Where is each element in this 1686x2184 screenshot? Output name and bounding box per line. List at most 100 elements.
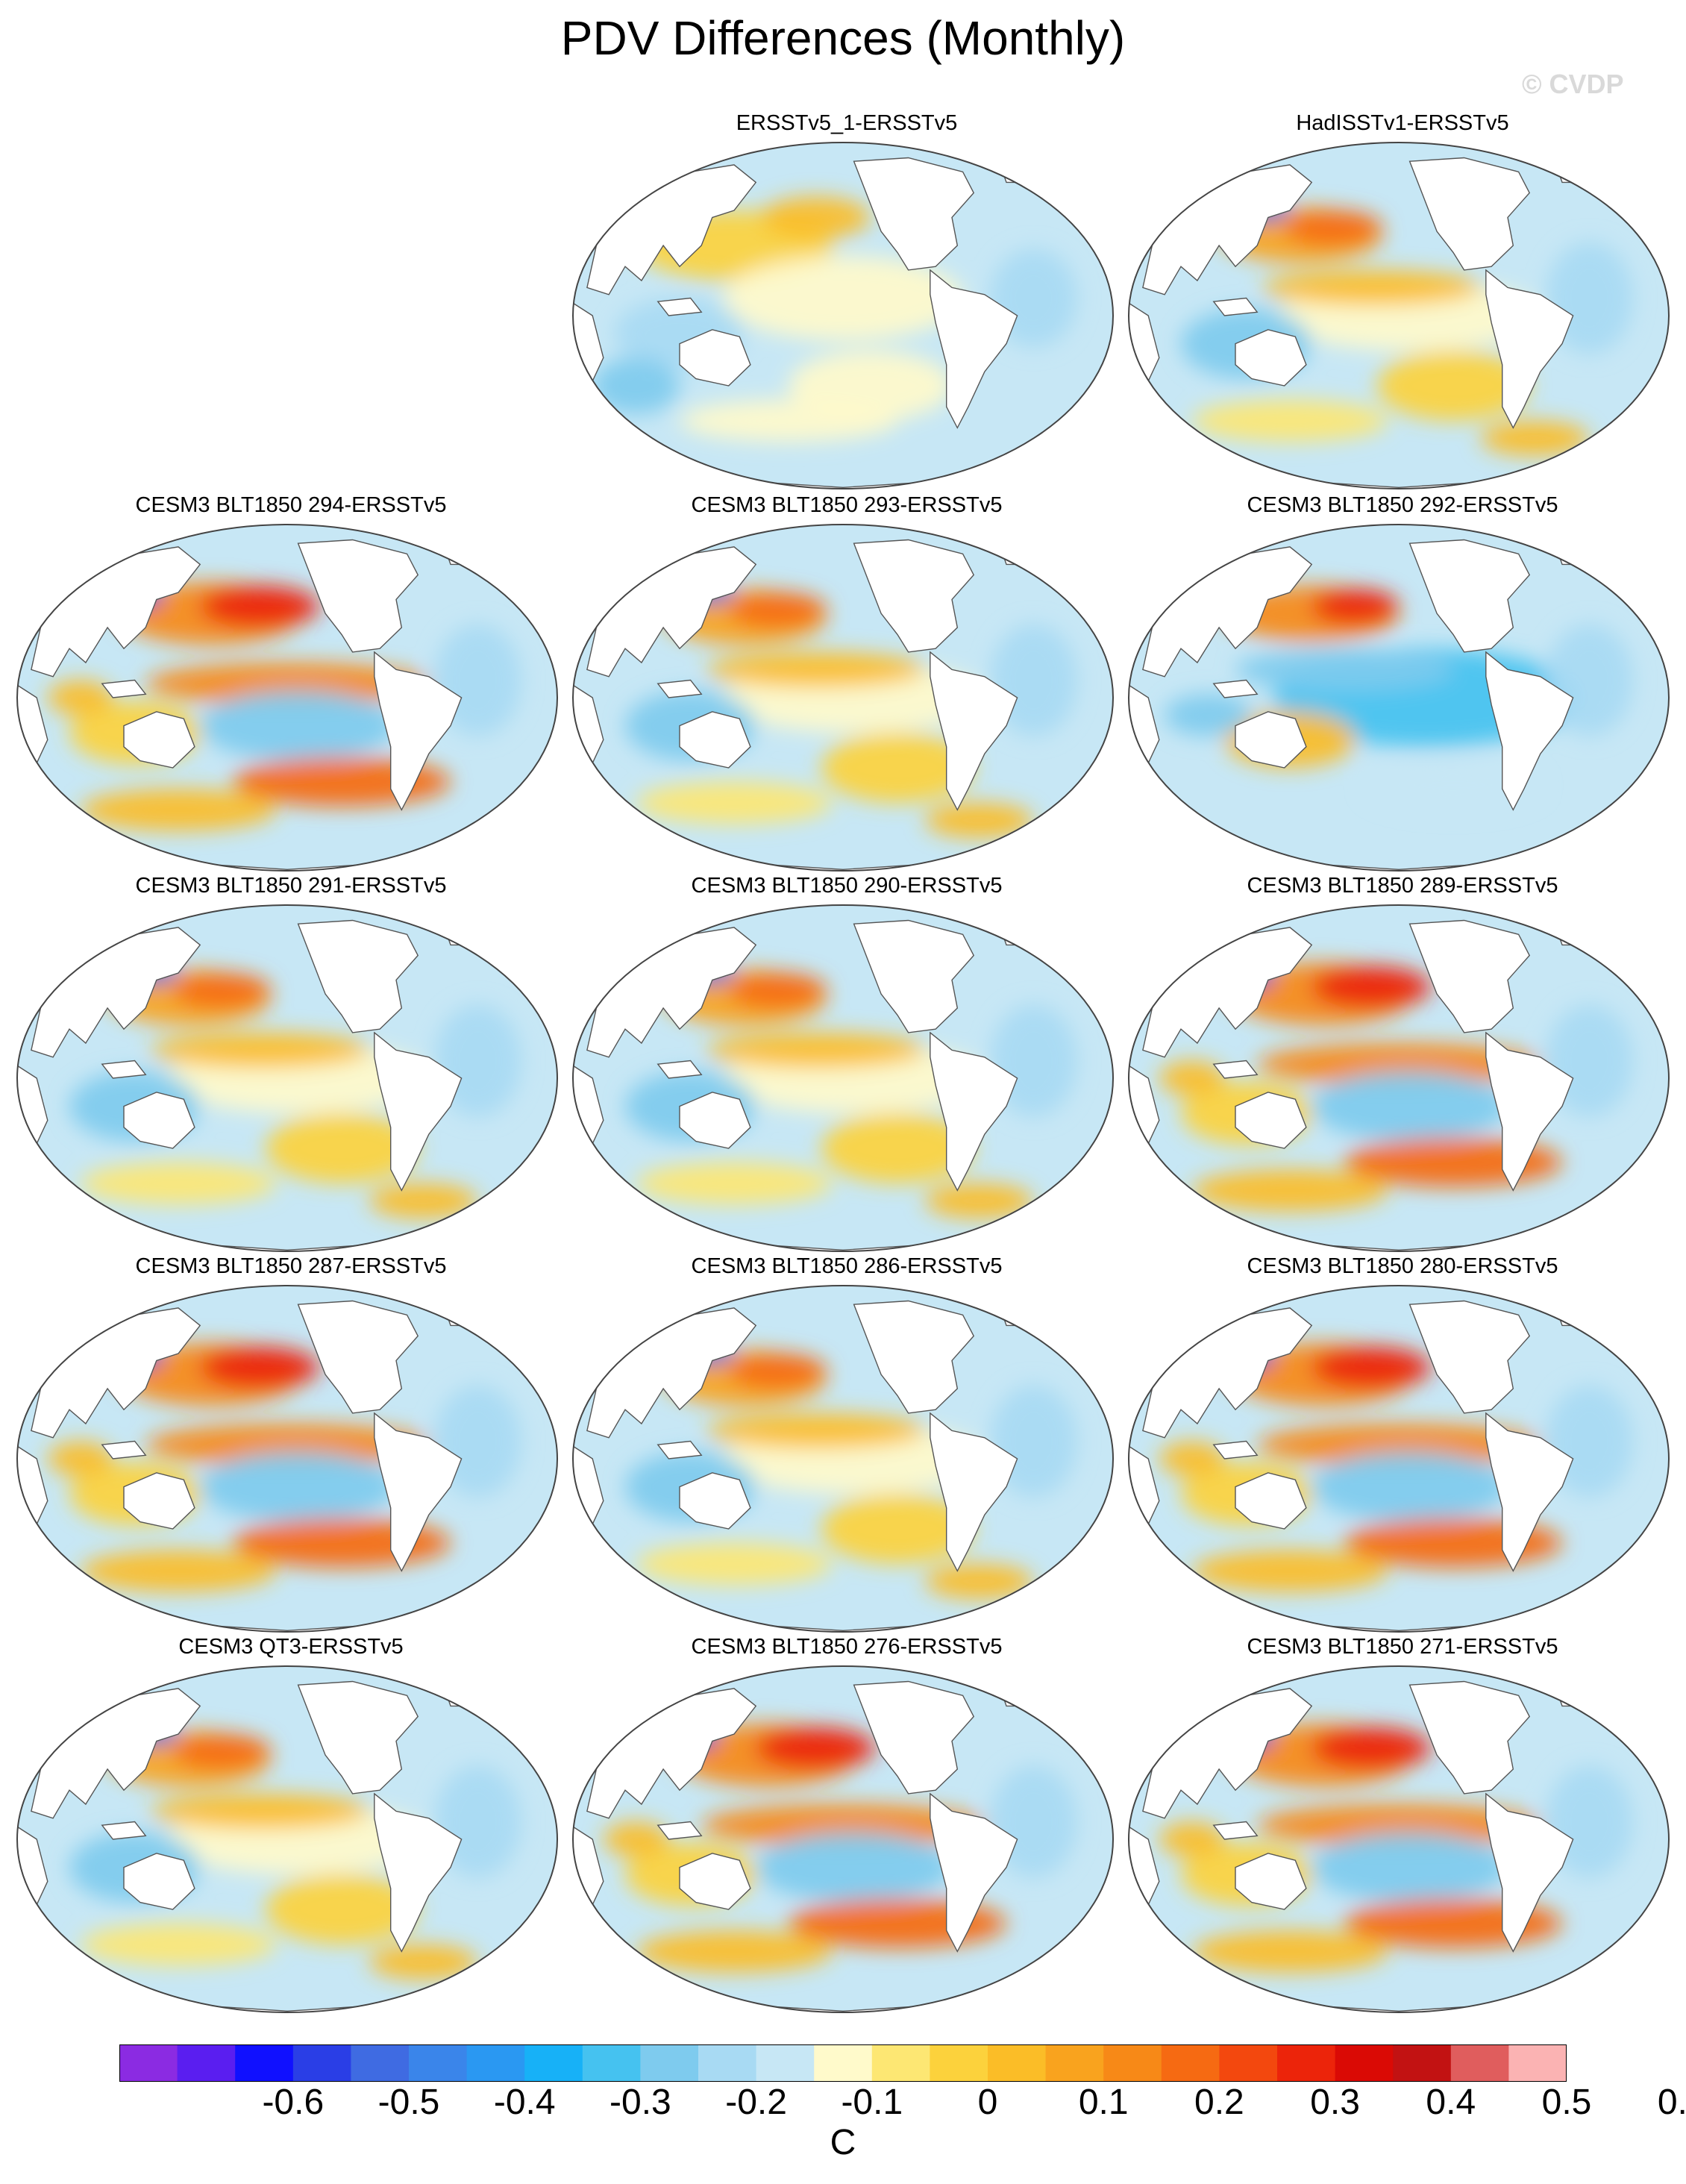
colorbar-swatch <box>235 2044 294 2082</box>
anomaly-region <box>200 1451 396 1522</box>
land-mass <box>656 679 703 698</box>
land-mass <box>1408 539 1531 653</box>
colorbar-swatch <box>930 2044 988 2082</box>
anomaly-region <box>369 1183 478 1218</box>
anomaly-region <box>603 1821 669 1857</box>
panel-title: CESM3 BLT1850 287-ERSSTv5 <box>135 1254 447 1278</box>
colorbar-swatch <box>698 2044 757 2082</box>
land-mass <box>123 1853 195 1910</box>
map-panel-hadisst: HadISSTv1-ERSSTv5 <box>1126 110 1679 498</box>
map-outline <box>16 1285 558 1633</box>
map-panel-b290: CESM3 BLT1850 290-ERSSTv5 <box>571 873 1123 1261</box>
watermark: © CVDP <box>1522 69 1624 99</box>
land-mass <box>930 269 1018 429</box>
land-mass <box>1212 1821 1259 1840</box>
anomaly-region <box>1284 210 1383 245</box>
colorbar-swatches <box>119 2044 1567 2082</box>
land-mass <box>1212 297 1259 316</box>
anomaly-region <box>706 1412 925 1448</box>
land-mass <box>374 651 463 811</box>
panel-title: CESM3 BLT1850 292-ERSSTv5 <box>1247 493 1558 517</box>
anomaly-region <box>636 1542 833 1586</box>
land-mass <box>1408 1680 1531 1795</box>
colorbar-swatch <box>466 2044 525 2082</box>
anomaly-region <box>1235 648 1453 691</box>
anomaly-region <box>1366 760 1541 810</box>
anomaly-region <box>728 1354 827 1389</box>
anomaly-region <box>80 1550 277 1592</box>
panel-title: CESM3 BLT1850 280-ERSSTv5 <box>1247 1254 1558 1278</box>
land-mass <box>1235 329 1307 387</box>
colorbar-units: C <box>830 2123 856 2162</box>
land-mass <box>679 329 751 387</box>
colorbar-tick-label: -0.1 <box>841 2083 903 2122</box>
anomaly-region <box>592 357 680 414</box>
world-map <box>1128 904 1670 1252</box>
land-mass <box>853 919 975 1033</box>
anomaly-region <box>1159 1060 1225 1096</box>
anomaly-region <box>1191 1169 1388 1212</box>
land-mass <box>123 1092 195 1149</box>
map-panel-b280: CESM3 BLT1850 280-ERSSTv5 <box>1126 1254 1679 1642</box>
world-map <box>16 1285 558 1633</box>
land-mass <box>853 1300 975 1414</box>
panel-title: CESM3 BLT1850 271-ERSSTv5 <box>1247 1635 1558 1659</box>
land-mass <box>101 1060 147 1079</box>
colorbar-tick-label: 0.1 <box>1078 2083 1129 2122</box>
colorbar-swatch <box>292 2044 351 2082</box>
anomaly-region <box>1257 1043 1541 1086</box>
anomaly-region <box>1311 1727 1432 1769</box>
anomaly-region <box>1311 1346 1432 1389</box>
anomaly-region <box>369 1944 478 1980</box>
land-mass <box>930 1792 1018 1953</box>
panel-title: HadISSTv1-ERSSTv5 <box>1296 111 1509 135</box>
map-outline <box>572 1665 1114 2013</box>
anomaly-region <box>1191 399 1388 442</box>
land-mass <box>1408 919 1531 1033</box>
land-mass <box>123 711 195 769</box>
panel-title: CESM3 BLT1850 290-ERSSTv5 <box>691 874 1003 898</box>
map-panel-b294: CESM3 BLT1850 294-ERSSTv5 <box>15 492 567 880</box>
colorbar-tick-label: -0.6 <box>262 2083 325 2122</box>
anomaly-region <box>80 789 277 831</box>
land-mass <box>101 679 147 698</box>
land-mass <box>930 1412 1018 1572</box>
land-mass <box>679 1472 751 1530</box>
anomaly-region <box>200 690 396 761</box>
anomaly-region <box>1480 421 1590 456</box>
world-map <box>1128 1285 1670 1633</box>
anomaly-region <box>172 1734 272 1769</box>
land-mass <box>1235 1853 1307 1910</box>
colorbar-swatch <box>1508 2044 1567 2082</box>
land-mass <box>853 539 975 653</box>
colorbar-tick-label: -0.5 <box>377 2083 440 2122</box>
anomaly-region <box>756 1727 876 1769</box>
colorbar-tick-label: 0 <box>977 2083 998 2122</box>
anomaly-region <box>1257 1424 1541 1466</box>
land-mass <box>1212 1060 1259 1079</box>
colorbar-tick-label: 0.4 <box>1426 2083 1476 2122</box>
land-mass <box>1485 651 1574 811</box>
land-mass <box>930 651 1018 811</box>
colorbar-tick-label: -0.3 <box>609 2083 671 2122</box>
land-mass <box>679 711 751 769</box>
land-mass <box>679 1092 751 1149</box>
anomaly-region <box>80 1162 277 1205</box>
anomaly-region <box>47 1441 113 1477</box>
anomaly-region <box>145 663 429 705</box>
land-mass <box>1485 1792 1574 1953</box>
anomaly-region <box>151 1793 369 1829</box>
anomaly-region <box>1159 1821 1225 1857</box>
land-mass <box>1408 157 1531 271</box>
anomaly-region <box>1311 1832 1508 1903</box>
colorbar-tick-labels: -0.6 -0.5 -0.4 -0.3 -0.2 -0.1 0 0.1 0.2 0.3 0.4 0.5… <box>0 2082 1686 2127</box>
world-map <box>16 1665 558 2013</box>
anomaly-region <box>200 1346 320 1389</box>
world-map <box>1128 1665 1670 2013</box>
colorbar-swatch <box>1103 2044 1162 2082</box>
colorbar-swatch <box>119 2044 178 2082</box>
land-mass <box>930 1031 1018 1192</box>
map-outline <box>572 524 1114 872</box>
panel-title: CESM3 BLT1850 276-ERSSTv5 <box>691 1635 1003 1659</box>
land-mass <box>1485 1412 1574 1572</box>
